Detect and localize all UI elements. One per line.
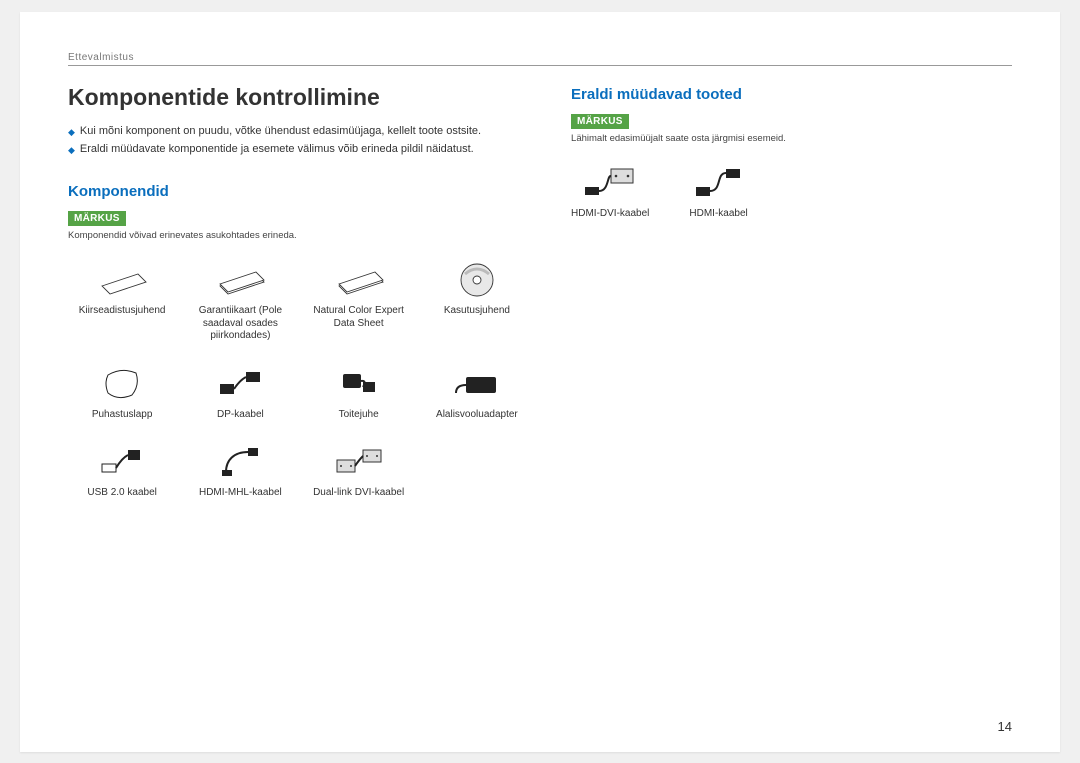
component-label: Garantiikaart (Pole saadaval osades piir… bbox=[186, 305, 294, 343]
component-cloth: Puhastuslapp bbox=[68, 363, 176, 422]
component-label: HDMI-kaabel bbox=[689, 208, 747, 221]
component-label: Natural Color Expert Data Sheet bbox=[305, 305, 413, 330]
component-label: HDMI-DVI-kaabel bbox=[571, 208, 649, 221]
section-heading-sold-separately: Eraldi müüdavad tooted bbox=[571, 86, 1012, 103]
bullet-text: Kui mõni komponent on puudu, võtke ühend… bbox=[80, 125, 481, 137]
cd-icon bbox=[423, 259, 531, 301]
note-text: Lähimalt edasimüüjalt saate osta järgmis… bbox=[571, 133, 1012, 144]
left-column: Komponentide kontrollimine ◆ Kui mõni ko… bbox=[68, 84, 531, 500]
dvi-cable-icon bbox=[305, 441, 413, 483]
page-header: Ettevalmistus bbox=[68, 52, 1012, 66]
content-columns: Komponentide kontrollimine ◆ Kui mõni ko… bbox=[68, 84, 1012, 500]
bullet-item: ◆ Kui mõni komponent on puudu, võtke ühe… bbox=[68, 125, 531, 139]
page: Ettevalmistus Komponentide kontrollimine… bbox=[20, 12, 1060, 752]
component-dual-dvi: Dual-link DVI-kaabel bbox=[305, 441, 413, 500]
component-power-cord: Toitejuhe bbox=[305, 363, 413, 422]
bullet-item: ◆ Eraldi müüdavate komponentide ja eseme… bbox=[68, 143, 531, 157]
cloth-icon bbox=[68, 363, 176, 405]
cable-icon bbox=[186, 441, 294, 483]
usb-cable-icon bbox=[68, 441, 176, 483]
component-label: DP-kaabel bbox=[186, 409, 294, 422]
page-number: 14 bbox=[998, 719, 1012, 734]
component-label: HDMI-MHL-kaabel bbox=[186, 487, 294, 500]
component-label: USB 2.0 kaabel bbox=[68, 487, 176, 500]
component-hdmi-dvi: HDMI-DVI-kaabel bbox=[571, 162, 649, 221]
component-dc-adapter: Alalisvooluadapter bbox=[423, 363, 531, 422]
component-label: Puhastuslapp bbox=[68, 409, 176, 422]
component-label: Kasutusjuhend bbox=[423, 305, 531, 318]
component-label: Dual-link DVI-kaabel bbox=[305, 487, 413, 500]
hdmi-dvi-cable-icon bbox=[571, 162, 649, 204]
power-cord-icon bbox=[305, 363, 413, 405]
bullet-text: Eraldi müüdavate komponentide ja esemete… bbox=[80, 143, 474, 155]
hdmi-cable-icon bbox=[689, 162, 747, 204]
component-label: Alalisvooluadapter bbox=[423, 409, 531, 422]
component-hdmi-mhl: HDMI-MHL-kaabel bbox=[186, 441, 294, 500]
bullet-icon: ◆ bbox=[68, 143, 75, 157]
adapter-icon bbox=[423, 363, 531, 405]
section-heading-components: Komponendid bbox=[68, 183, 531, 200]
component-hdmi-cable: HDMI-kaabel bbox=[689, 162, 747, 221]
components-grid: Kiirseadistusjuhend Garantiikaart (Pole … bbox=[68, 259, 531, 500]
component-label: Kiirseadistusjuhend bbox=[68, 305, 176, 318]
document-icon bbox=[186, 259, 294, 301]
page-title: Komponentide kontrollimine bbox=[68, 84, 531, 111]
document-icon bbox=[68, 259, 176, 301]
note-text: Komponendid võivad erinevates asukohtade… bbox=[68, 230, 531, 241]
sold-separately-grid: HDMI-DVI-kaabel HDMI-kaabel bbox=[571, 162, 1012, 221]
document-icon bbox=[305, 259, 413, 301]
note-badge: MÄRKUS bbox=[68, 211, 126, 226]
component-warranty: Garantiikaart (Pole saadaval osades piir… bbox=[186, 259, 294, 343]
component-usb-cable: USB 2.0 kaabel bbox=[68, 441, 176, 500]
component-manual-cd: Kasutusjuhend bbox=[423, 259, 531, 343]
bullet-icon: ◆ bbox=[68, 125, 75, 139]
component-label: Toitejuhe bbox=[305, 409, 413, 422]
component-datasheet: Natural Color Expert Data Sheet bbox=[305, 259, 413, 343]
right-column: Eraldi müüdavad tooted MÄRKUS Lähimalt e… bbox=[571, 84, 1012, 500]
component-dp-cable: DP-kaabel bbox=[186, 363, 294, 422]
cable-icon bbox=[186, 363, 294, 405]
breadcrumb: Ettevalmistus bbox=[68, 52, 1012, 63]
component-quick-guide: Kiirseadistusjuhend bbox=[68, 259, 176, 343]
note-badge: MÄRKUS bbox=[571, 114, 629, 129]
